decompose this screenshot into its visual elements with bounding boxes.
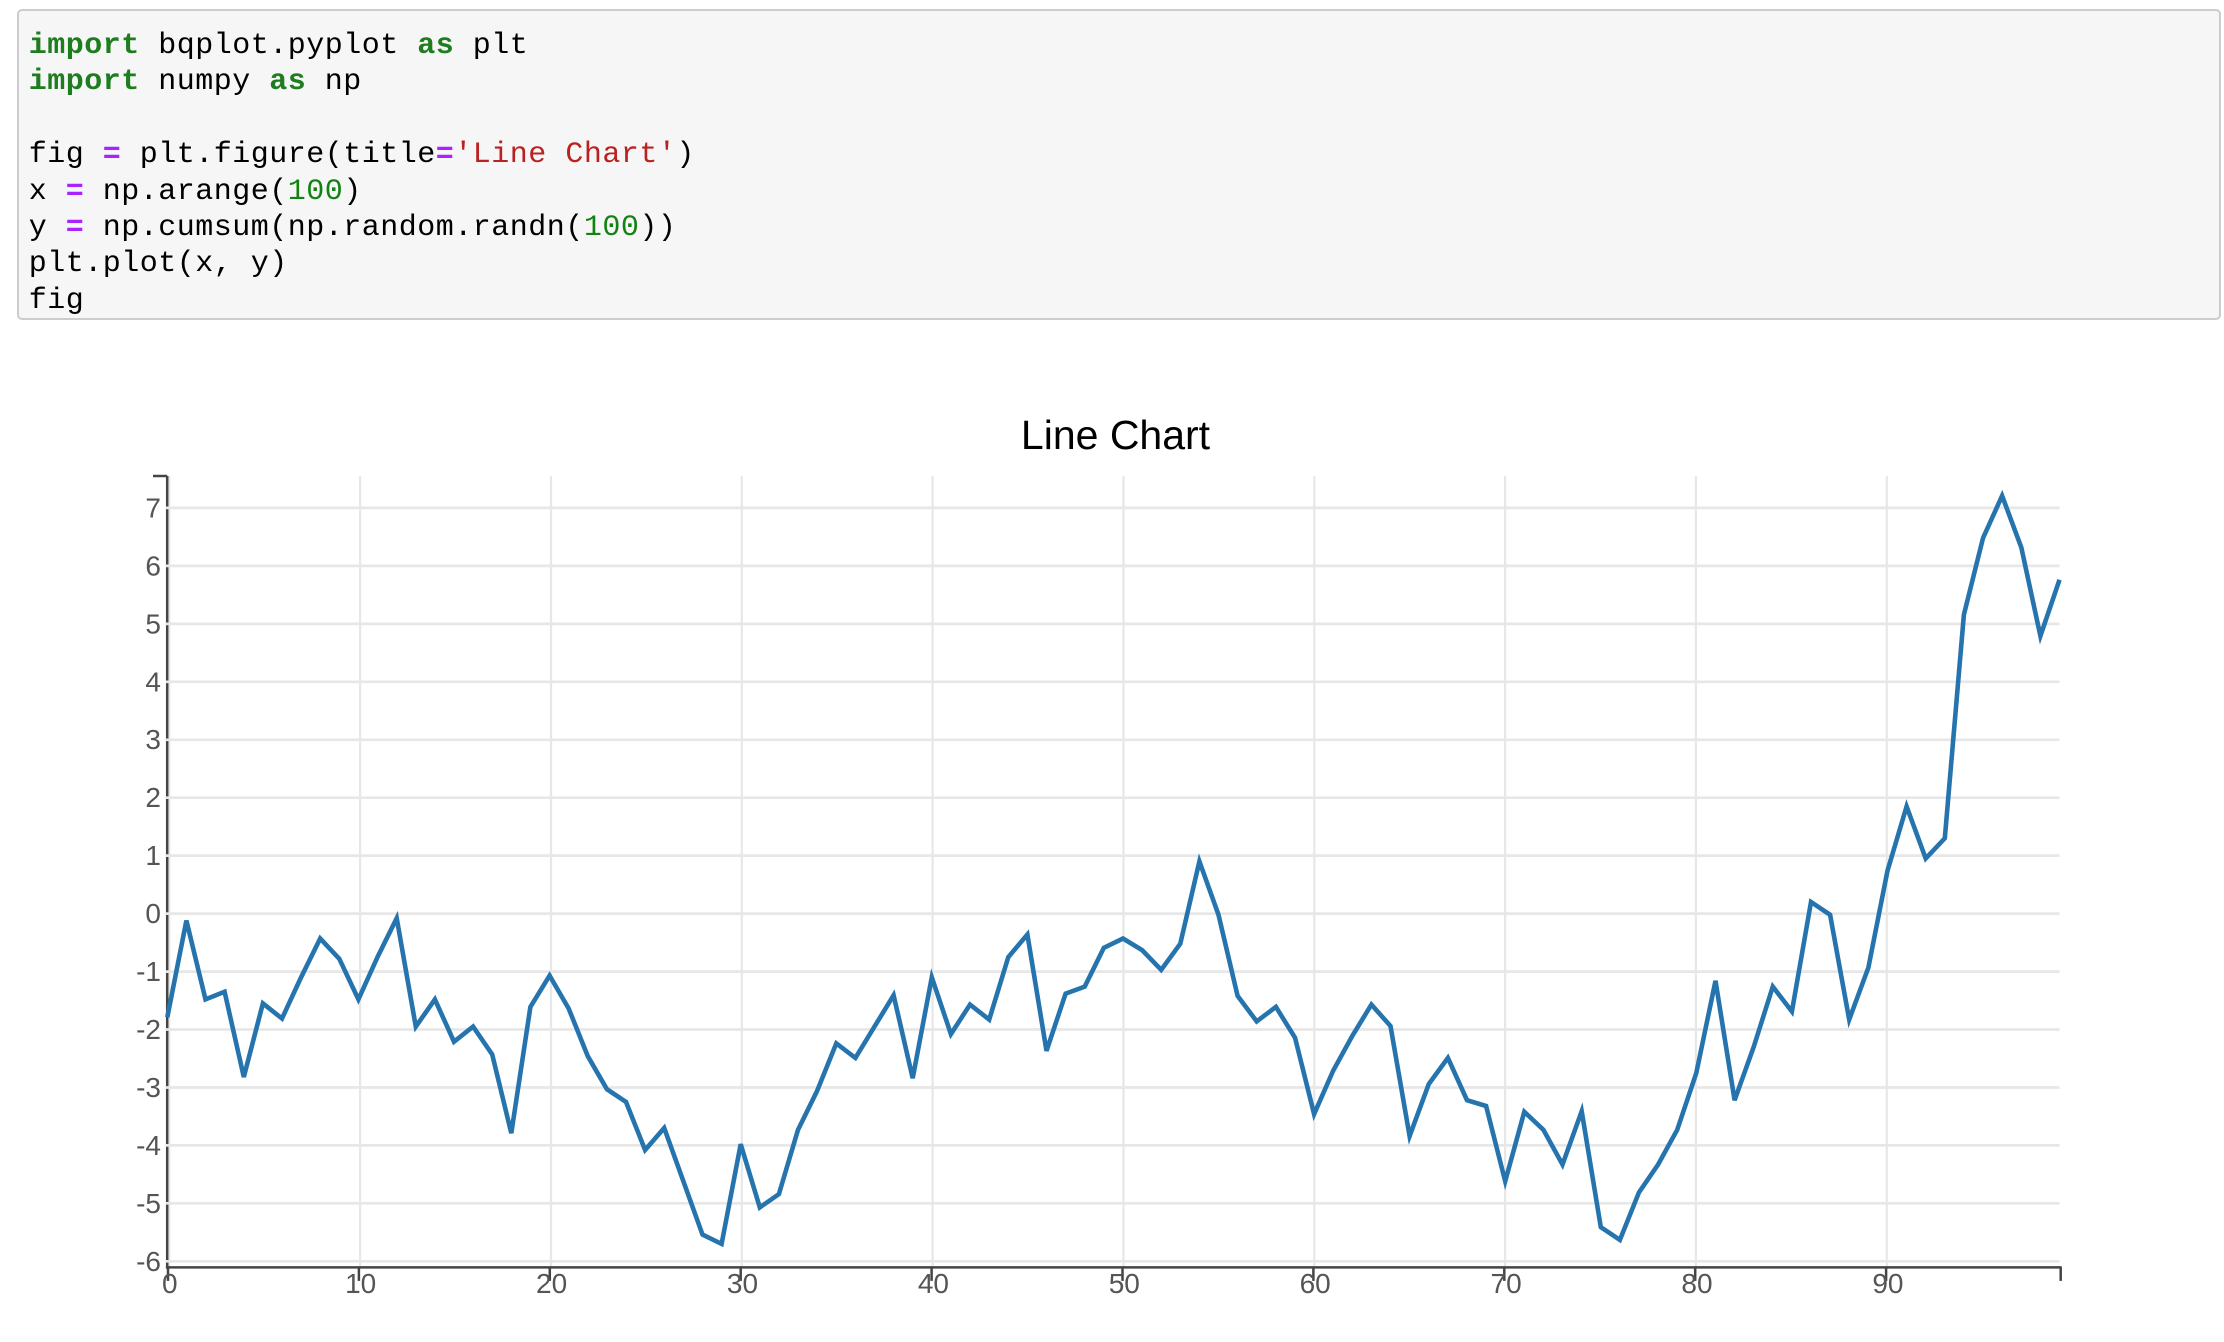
svg-text:-2: -2: [136, 1014, 161, 1045]
svg-text:30: 30: [727, 1268, 758, 1299]
svg-text:Line Chart: Line Chart: [1021, 412, 1211, 458]
svg-text:4: 4: [145, 666, 161, 697]
svg-text:40: 40: [918, 1268, 949, 1299]
svg-text:70: 70: [1491, 1268, 1522, 1299]
svg-text:-5: -5: [136, 1188, 161, 1219]
svg-text:5: 5: [145, 608, 161, 639]
svg-text:-4: -4: [136, 1130, 161, 1161]
svg-text:1: 1: [145, 840, 161, 871]
svg-text:10: 10: [345, 1268, 376, 1299]
svg-text:7: 7: [145, 493, 161, 524]
svg-text:6: 6: [145, 550, 161, 581]
svg-text:80: 80: [1681, 1268, 1712, 1299]
svg-text:90: 90: [1872, 1268, 1903, 1299]
svg-text:-1: -1: [136, 956, 161, 987]
svg-text:2: 2: [145, 782, 161, 813]
svg-text:0: 0: [162, 1268, 178, 1299]
svg-text:50: 50: [1109, 1268, 1140, 1299]
svg-text:60: 60: [1300, 1268, 1331, 1299]
svg-text:20: 20: [536, 1268, 567, 1299]
svg-text:-6: -6: [136, 1246, 161, 1277]
svg-text:-3: -3: [136, 1072, 161, 1103]
svg-text:3: 3: [145, 724, 161, 755]
svg-text:0: 0: [145, 898, 161, 929]
